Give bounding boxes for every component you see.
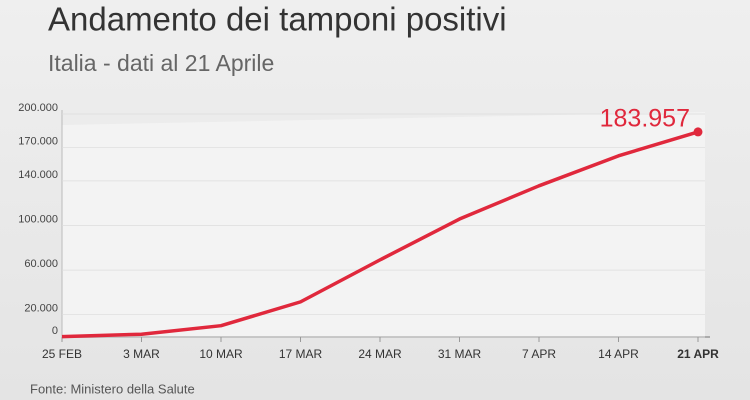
- x-tick-label: 21 APR: [677, 347, 719, 361]
- y-tick-label: 200.000: [18, 102, 58, 114]
- series-line: [61, 130, 699, 339]
- end-point: [693, 127, 703, 137]
- x-tick-label: 17 MAR: [279, 347, 323, 361]
- y-tick-label: 170.000: [18, 135, 58, 147]
- y-tick-label: 100.000: [18, 213, 58, 225]
- value-label: 183.957: [600, 104, 690, 132]
- y-tick-label: 140.000: [18, 169, 58, 181]
- source: Fonte: Ministero della Salute: [30, 381, 195, 396]
- plot-backdrop: [62, 112, 705, 337]
- chart-subtitle: Italia - dati al 21 Aprile: [48, 50, 274, 76]
- x-tick-label: 7 APR: [522, 347, 556, 361]
- x-tick-label: 31 MAR: [438, 347, 482, 361]
- y-tick-label: 0: [52, 325, 58, 337]
- y-tick-label: 20.000: [24, 303, 58, 315]
- x-tick-label: 10 MAR: [199, 347, 243, 361]
- x-tick-label: 3 MAR: [123, 347, 160, 361]
- chart-title: Andamento dei tamponi positivi: [48, 1, 507, 38]
- y-tick-label: 60.000: [24, 258, 58, 270]
- x-tick-label: 24 MAR: [358, 347, 402, 361]
- x-tick-label: 25 FEB: [42, 347, 82, 361]
- x-tick-label: 14 APR: [598, 347, 639, 361]
